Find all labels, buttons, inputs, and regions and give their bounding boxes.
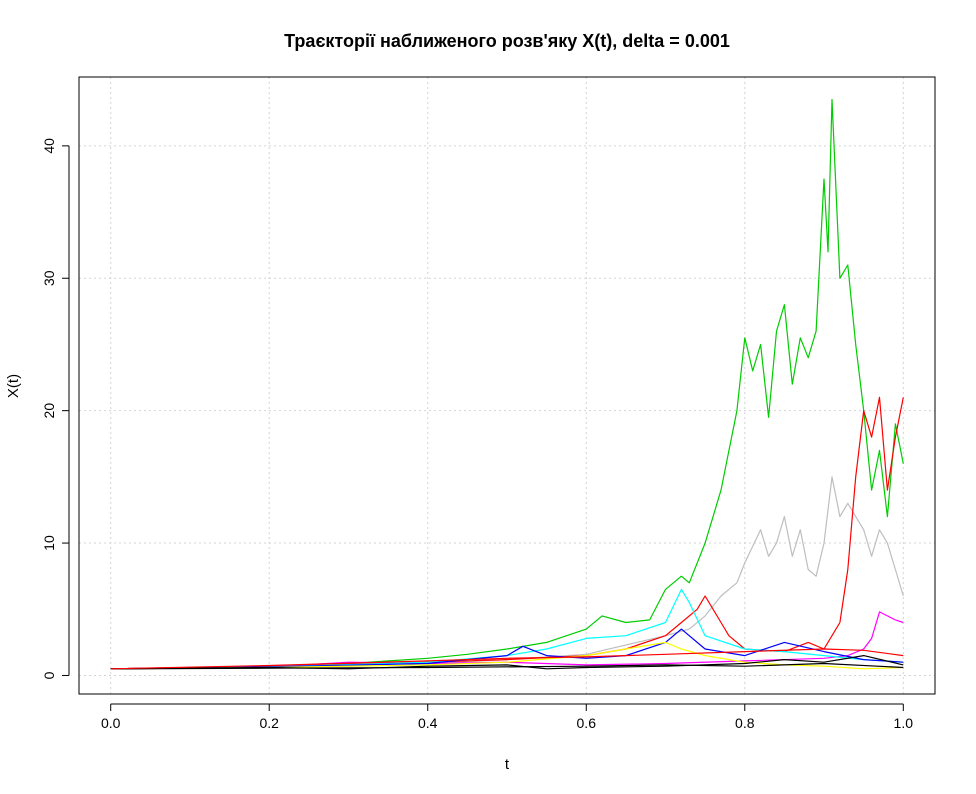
series-line-9 <box>110 648 904 670</box>
x-tick-label-0: 0.0 <box>101 715 121 731</box>
series-line-8 <box>110 662 904 670</box>
x-tick-label-1: 0.2 <box>259 715 279 731</box>
chart-title: Траєкторії наближеного розв'яку X(t), de… <box>284 31 730 51</box>
x-tick-label-3: 0.6 <box>577 715 597 731</box>
series-line-0 <box>110 98 904 670</box>
x-axis-label: t <box>505 756 510 773</box>
x-tick-label-5: 1.0 <box>894 715 914 731</box>
y-tick-label-0: 0 <box>41 671 57 679</box>
y-tick-label-3: 30 <box>41 270 57 286</box>
x-tick-label-2: 0.4 <box>418 715 438 731</box>
y-tick-label-1: 10 <box>41 535 57 551</box>
x-tick-label-4: 0.8 <box>735 715 755 731</box>
series-line-7 <box>110 654 904 670</box>
y-tick-label-4: 40 <box>41 138 57 154</box>
series-line-4 <box>110 588 904 670</box>
x-axis: 0.0 0.2 0.4 0.6 0.8 1.0 <box>101 703 914 731</box>
plot-frame <box>78 76 936 695</box>
y-axis-label: X(t) <box>5 374 22 398</box>
series-line-1 <box>110 476 904 670</box>
series-line-6 <box>110 641 904 670</box>
y-tick-label-2: 20 <box>41 403 57 419</box>
y-axis: 0 10 20 30 40 <box>41 138 70 679</box>
series-layer <box>110 98 904 670</box>
